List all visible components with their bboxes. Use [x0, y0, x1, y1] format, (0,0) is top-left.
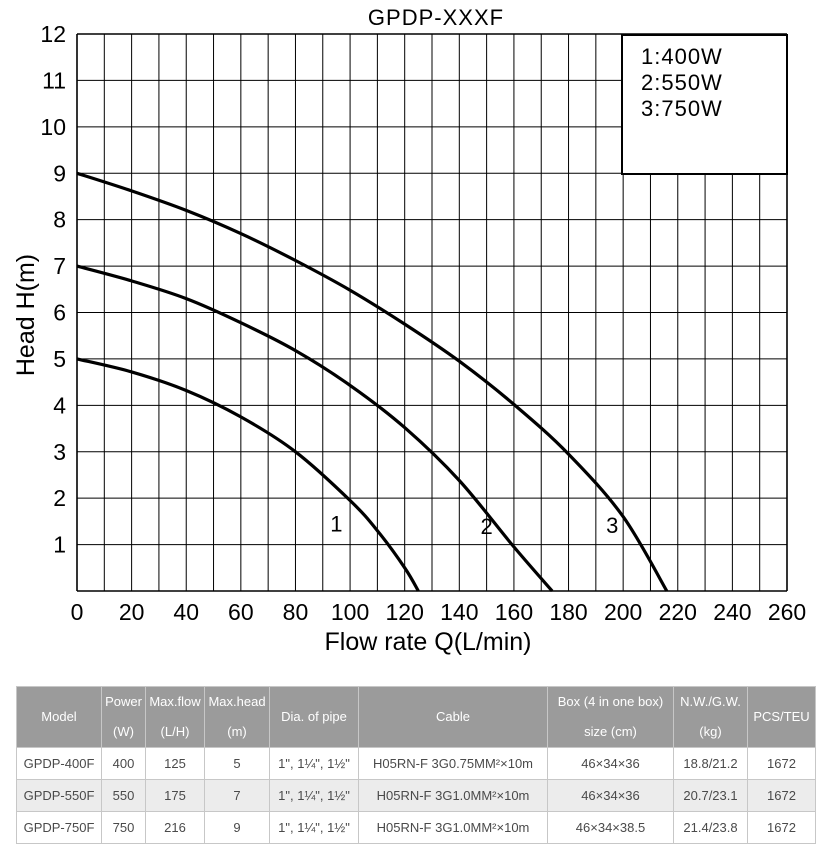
legend-entry-1: 1:400W [641, 44, 723, 69]
table-cell: 175 [145, 779, 205, 812]
header-line2: (L/H) [160, 724, 190, 739]
x-tick-label: 20 [119, 599, 145, 625]
y-tick-label: 6 [53, 300, 66, 326]
x-axis-label: Flow rate Q(L/min) [325, 628, 532, 656]
series-layer [76, 171, 669, 593]
x-tick-label: 260 [768, 599, 806, 625]
legend-box [621, 34, 788, 175]
table-cell: 46×34×36 [547, 747, 674, 780]
curve-label-3: 3 [606, 513, 618, 538]
header-line1: Max.head [208, 694, 266, 709]
header-line1: Dia. of pipe [281, 709, 347, 724]
table-cell: 1", 1¼", 1½" [269, 811, 359, 844]
table-header-cell: Max.flow (L/H) [145, 686, 205, 748]
series-line-2 [76, 264, 554, 593]
header-line2: size (cm) [584, 724, 637, 739]
table-cell: 20.7/23.1 [673, 779, 748, 812]
header-line2: (kg) [699, 724, 722, 739]
table-cell: H05RN-F 3G1.0MM²×10m [358, 779, 548, 812]
table-cell: 216 [145, 811, 205, 844]
x-tick-label: 0 [71, 599, 84, 625]
table-cell: 1672 [747, 811, 816, 844]
table-header-row: Model Power (W) Max.flow (L/H) Max.head (m) Dia… [16, 686, 816, 748]
x-tick-label: 200 [604, 599, 642, 625]
pump-curve-chart: 0 20 40 60 80 100 120 140 160 180 200 220 240 2601234… [12, 5, 806, 656]
spec-table: Model Power (W) Max.flow (L/H) Max.head (m) Dia… [16, 686, 816, 844]
table-cell: 1672 [747, 779, 816, 812]
series-line-3 [76, 171, 669, 592]
header-line2: (m) [227, 724, 247, 739]
x-tick-label: 60 [228, 599, 254, 625]
table-cell: H05RN-F 3G0.75MM²×10m [358, 747, 548, 780]
table-header-cell: Cable [358, 686, 548, 748]
x-tick-label: 220 [659, 599, 697, 625]
table-row: GPDP-400F 400 125 5 1", 1¼", 1½" H05RN-F 3G0.… [16, 747, 816, 780]
x-tick-label: 240 [713, 599, 751, 625]
table-cell: 46×34×36 [547, 779, 674, 812]
tick-labels: 0 20 40 60 80 100 120 140 160 180 200 220 240 2601234… [40, 21, 806, 625]
y-tick-label: 7 [53, 253, 66, 279]
y-tick-label: 5 [53, 346, 66, 372]
table-cell: GPDP-550F [16, 779, 102, 812]
table-cell: 550 [101, 779, 146, 812]
table-header-cell: Max.head (m) [204, 686, 270, 748]
chart-title: GPDP-XXXF [368, 5, 504, 30]
y-tick-label: 1 [53, 532, 66, 558]
legend-entry-3: 3:750W [641, 96, 723, 121]
y-tick-label: 10 [40, 114, 66, 140]
table-cell: 1672 [747, 747, 816, 780]
curve-labels: 1 2 3 [330, 512, 618, 539]
curve-label-1: 1 [330, 512, 342, 537]
x-tick-label: 180 [549, 599, 587, 625]
table-header-cell: Model [16, 686, 102, 748]
table-cell: 18.8/21.2 [673, 747, 748, 780]
table-cell: 21.4/23.8 [673, 811, 748, 844]
table-cell: 1", 1¼", 1½" [269, 747, 359, 780]
header-line1: Power [105, 694, 142, 709]
legend-entry-2: 2:550W [641, 70, 723, 95]
y-tick-label: 8 [53, 207, 66, 233]
table-header-cell: N.W./G.W. (kg) [673, 686, 748, 748]
x-tick-label: 40 [173, 599, 199, 625]
table-header-cell: Box (4 in one box) size (cm) [547, 686, 674, 748]
x-tick-label: 80 [283, 599, 309, 625]
header-line2: (W) [113, 724, 134, 739]
header-line1: PCS/TEU [753, 709, 810, 724]
table-cell: 750 [101, 811, 146, 844]
y-tick-label: 4 [53, 392, 66, 418]
table-cell: 1", 1¼", 1½" [269, 779, 359, 812]
header-line1: Max.flow [149, 694, 201, 709]
header-line1: Cable [436, 709, 470, 724]
header-line1: Model [41, 709, 77, 724]
table-row: GPDP-750F 750 216 9 1", 1¼", 1½" H05RN-F 3G1.… [16, 811, 816, 844]
series-line-1 [76, 357, 420, 592]
x-tick-label: 140 [440, 599, 478, 625]
table-cell: 7 [204, 779, 270, 812]
table-cell: GPDP-400F [16, 747, 102, 780]
legend: 1:400W 2:550W 3:750W [621, 34, 788, 175]
header-line1: Box (4 in one box) [557, 694, 664, 709]
x-tick-label: 100 [331, 599, 369, 625]
y-tick-label: 3 [53, 439, 66, 465]
table-cell: GPDP-750F [16, 811, 102, 844]
x-tick-label: 120 [386, 599, 424, 625]
table-header-cell: Power (W) [101, 686, 146, 748]
table-cell: 5 [204, 747, 270, 780]
y-tick-label: 9 [53, 160, 66, 186]
table-cell: 9 [204, 811, 270, 844]
table-row: GPDP-550F 550 175 7 1", 1¼", 1½" H05RN-F 3G1.… [16, 779, 816, 812]
table-cell: 46×34×38.5 [547, 811, 674, 844]
table-cell: 400 [101, 747, 146, 780]
curve-label-2: 2 [480, 514, 492, 539]
y-tick-label: 12 [40, 21, 66, 47]
y-tick-label: 11 [42, 67, 66, 93]
x-tick-label: 160 [495, 599, 533, 625]
y-tick-label: 2 [53, 485, 66, 511]
table-cell: H05RN-F 3G1.0MM²×10m [358, 811, 548, 844]
y-axis-label: Head H(m) [12, 254, 40, 376]
header-line1: N.W./G.W. [680, 694, 741, 709]
table-header-cell: Dia. of pipe [269, 686, 359, 748]
table-header-cell: PCS/TEU [747, 686, 816, 748]
table-cell: 125 [145, 747, 205, 780]
